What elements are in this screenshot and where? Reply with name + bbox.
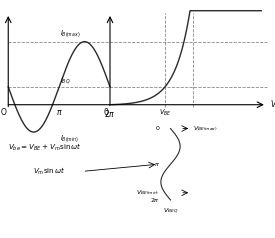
Text: $V_{be}$: $V_{be}$ xyxy=(270,99,275,111)
Text: $V_{be} = V_{BE} + V_m \sin \omega t$: $V_{be} = V_{BE} + V_m \sin \omega t$ xyxy=(8,142,82,153)
Text: $V_{BE}$: $V_{BE}$ xyxy=(159,108,171,118)
Text: $I_{B(max)}$: $I_{B(max)}$ xyxy=(60,29,81,39)
Text: $I_{B(min)}$: $I_{B(min)}$ xyxy=(60,133,80,144)
Text: $V_m \sin \omega t$: $V_m \sin \omega t$ xyxy=(33,166,66,177)
Text: $\pi$: $\pi$ xyxy=(154,161,160,168)
Text: $\pi$: $\pi$ xyxy=(56,108,62,117)
Text: $V_{BE(min)}$: $V_{BE(min)}$ xyxy=(136,189,160,197)
Text: $2\pi$: $2\pi$ xyxy=(104,108,116,119)
Text: $V_{BEQ}$: $V_{BEQ}$ xyxy=(163,207,178,216)
Text: O: O xyxy=(1,108,7,117)
Text: $2\pi$: $2\pi$ xyxy=(150,196,160,204)
Text: 0: 0 xyxy=(156,126,159,131)
Text: 0: 0 xyxy=(104,108,109,117)
Text: $V_{BE(max)}$: $V_{BE(max)}$ xyxy=(192,124,217,133)
Text: $I_{BQ}$: $I_{BQ}$ xyxy=(60,75,71,86)
